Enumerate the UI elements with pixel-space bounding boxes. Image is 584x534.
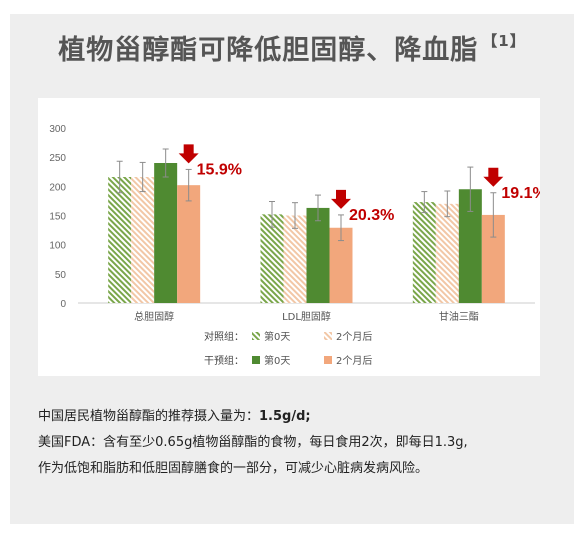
- y-tick-label: 100: [49, 241, 66, 252]
- error-bar: [269, 201, 275, 228]
- reduction-label: 20.3%: [349, 207, 394, 224]
- legend-label: 第0天: [264, 354, 290, 367]
- bar-treatment-day0: [306, 207, 330, 303]
- page-title: 植物甾醇酯可降低胆固醇、降血脂 【1】: [0, 28, 584, 67]
- bar-control-2months: [435, 203, 459, 303]
- y-tick-label: 300: [49, 124, 66, 135]
- y-tick-label: 0: [60, 299, 66, 310]
- legend-group-label: 干预组：: [204, 354, 244, 367]
- y-tick-label: 150: [49, 212, 66, 223]
- error-bar: [421, 191, 428, 214]
- y-tick-label: 250: [49, 153, 66, 164]
- reference-mark: 【1】: [482, 32, 526, 50]
- down-arrow-icon: [178, 144, 199, 164]
- error-bar: [315, 194, 321, 222]
- reduction-label: 15.9%: [197, 161, 242, 178]
- error-bar: [185, 168, 192, 202]
- down-arrow-icon: [483, 167, 504, 187]
- x-tick-label: 总胆固醇: [134, 310, 174, 323]
- error-bar: [139, 161, 146, 193]
- bar-treatment-day0: [154, 163, 178, 303]
- legend-swatch: [324, 332, 332, 340]
- legend-swatch: [252, 356, 260, 364]
- bar-control-2months: [283, 215, 307, 303]
- legend-swatch: [324, 356, 332, 364]
- bar-chart: 0 50 100 150 200 250 300 总胆固醇 LDL胆固醇 甘油三酯 15.9% 20…: [49, 124, 546, 367]
- reduction-label: 19.1%: [501, 185, 540, 202]
- error-bar: [162, 148, 169, 178]
- recommended-intake: 1.5g/d;: [259, 409, 311, 424]
- bar-control-day0: [260, 214, 284, 303]
- y-tick-label: 200: [49, 182, 66, 193]
- error-bar: [444, 190, 451, 218]
- legend-label: 2个月后: [336, 355, 372, 367]
- legend-label: 2个月后: [336, 331, 372, 343]
- x-tick-label: LDL胆固醇: [282, 310, 331, 323]
- fda-line-1: 美国FDA：含有至少0.65g植物甾醇酯的食物，每日食用2次，即每日1.3g,: [38, 435, 468, 450]
- fda-line-2: 作为低饱和脂肪和低胆固醇膳食的一部分，可减少心脏病发病风险。: [38, 461, 429, 476]
- bar-treatment-2months: [481, 214, 505, 303]
- error-bar: [490, 192, 497, 238]
- bar-treatment-2months: [329, 227, 353, 303]
- chart-panel: 0 50 100 150 200 250 300 总胆固醇 LDL胆固醇 甘油三酯 15.9% 20…: [38, 98, 547, 376]
- error-bar: [116, 160, 123, 194]
- recommendation-line: 中国居民植物甾醇酯的推荐摄入量为：1.5g/d;: [38, 409, 311, 424]
- bar-treatment-day0: [458, 189, 482, 303]
- bar-control-2months: [131, 177, 155, 303]
- error-bar: [292, 202, 298, 229]
- legend-label: 第0天: [264, 330, 290, 343]
- x-tick-label: 甘油三酯: [439, 310, 479, 323]
- bar-control-day0: [108, 177, 132, 303]
- legend-swatch: [252, 332, 260, 340]
- bar-treatment-2months: [177, 185, 201, 303]
- notes-block: 中国居民植物甾醇酯的推荐摄入量为：1.5g/d; 美国FDA：含有至少0.65g…: [38, 404, 558, 482]
- error-bar: [467, 166, 474, 212]
- down-arrow-icon: [331, 189, 351, 209]
- legend-group-label: 对照组：: [204, 330, 244, 343]
- bar-control-day0: [412, 202, 436, 303]
- y-tick-label: 50: [55, 270, 67, 281]
- error-bar: [338, 214, 344, 242]
- title-text: 植物甾醇酯可降低胆固醇、降血脂: [58, 35, 479, 66]
